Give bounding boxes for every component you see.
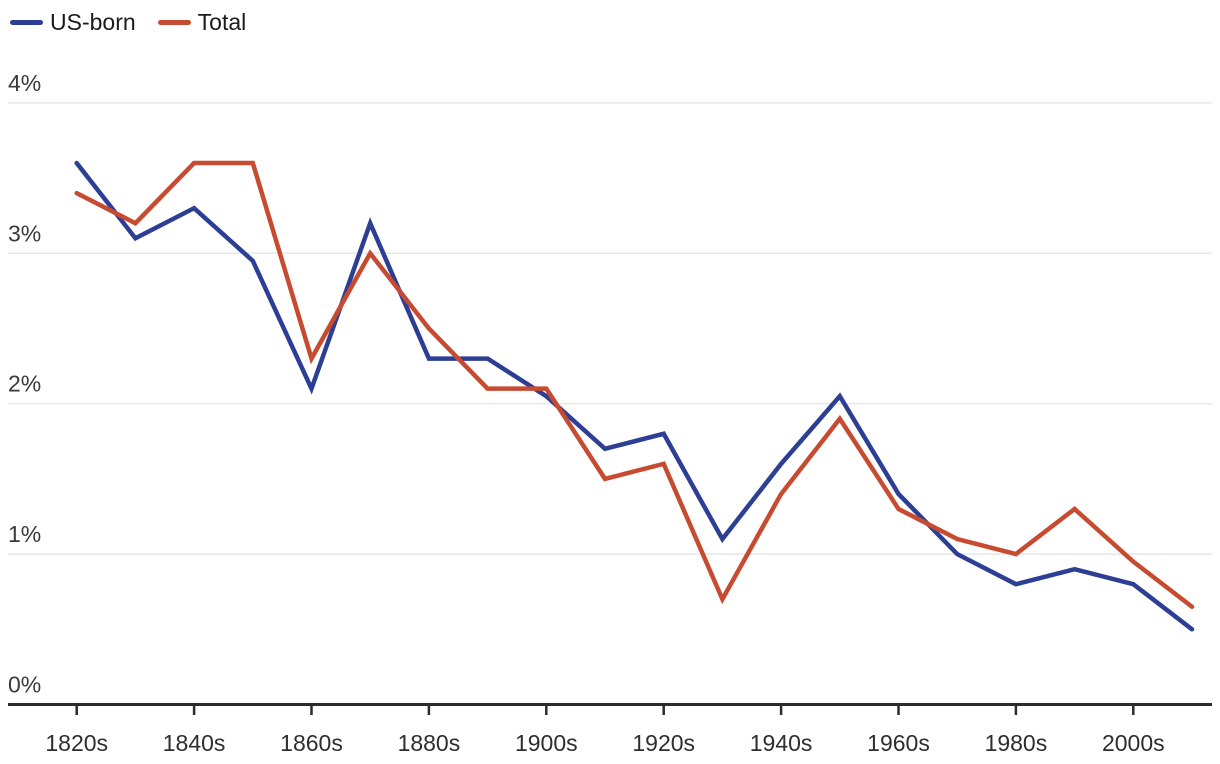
x-axis-label: 1900s bbox=[515, 730, 578, 756]
y-axis-label: 2% bbox=[8, 371, 41, 397]
x-axis-label: 1960s bbox=[867, 730, 930, 756]
x-axis-label: 1920s bbox=[632, 730, 695, 756]
total-legend-label: Total bbox=[197, 9, 247, 35]
y-axis-label: 4% bbox=[8, 70, 41, 96]
x-axis-label: 1820s bbox=[45, 730, 108, 756]
legend-item-total: Total bbox=[157, 8, 247, 36]
y-axis-label: 3% bbox=[8, 220, 41, 246]
total-line bbox=[74, 160, 1195, 609]
us-born-legend-swatch bbox=[10, 20, 43, 25]
x-axis-label: 1880s bbox=[398, 730, 461, 756]
legend-item-us-born: US-born bbox=[10, 8, 136, 36]
y-axis-label: 1% bbox=[8, 521, 41, 547]
us-born-line bbox=[74, 160, 1195, 632]
us-born-legend-label: US-born bbox=[50, 9, 136, 35]
x-axis-label: 1840s bbox=[163, 730, 226, 756]
y-axis-label: 0% bbox=[8, 672, 41, 698]
x-axis-label: 1940s bbox=[750, 730, 813, 756]
x-axis-label: 1860s bbox=[280, 730, 343, 756]
x-axis-label: 1980s bbox=[985, 730, 1048, 756]
total-legend-swatch bbox=[157, 20, 191, 25]
legend: US-born Total bbox=[10, 8, 246, 36]
x-axis-label: 2000s bbox=[1102, 730, 1165, 756]
